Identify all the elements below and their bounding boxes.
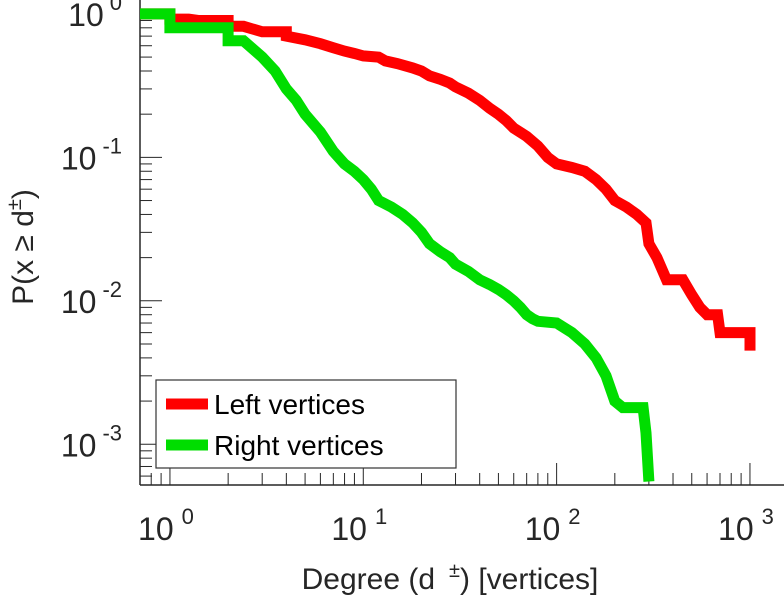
y-tick-base: 10 [61, 427, 97, 463]
x-tick-exp: 0 [182, 504, 194, 529]
legend-label: Right vertices [214, 430, 384, 461]
plot-frame [139, 0, 784, 486]
y-axis-label-rest: ) [7, 189, 40, 199]
series-group [140, 8, 756, 482]
legend-label: Left vertices [214, 389, 365, 420]
y-tick-exp: -3 [102, 420, 122, 445]
legend: Left vertices Right vertices [155, 379, 457, 469]
x-tick-exp: 3 [762, 504, 774, 529]
y-tick-base: 10 [61, 284, 97, 320]
x-tick-label: 10 2 [525, 504, 581, 547]
x-tick-base: 10 [138, 511, 174, 547]
x-tick-label: 10 1 [331, 504, 387, 547]
x-tick-base: 10 [525, 511, 561, 547]
y-tick-exp: -2 [102, 277, 122, 302]
x-tick-base: 10 [718, 511, 754, 547]
y-tick-label: 10 0 [68, 0, 122, 33]
y-tick-exp: -1 [102, 133, 122, 158]
legend-box [155, 379, 457, 469]
y-axis-label-sup: ± [4, 199, 26, 210]
y-tick-base: 10 [68, 0, 104, 33]
x-tick-exp: 2 [568, 504, 580, 529]
x-axis-label: Degree (d ±) [vertices] [302, 560, 599, 596]
series-line-2 [140, 8, 655, 482]
y-axis-label: P(x ≥ d±) [4, 189, 40, 305]
y-tick-base: 10 [61, 140, 97, 176]
y-tick-exp: 0 [110, 0, 122, 15]
y-tick-label: 10 -3 [61, 420, 122, 463]
x-tick-exp: 1 [375, 504, 387, 529]
x-axis-label-sup: ± [449, 560, 460, 582]
series-line-1 [140, 8, 756, 351]
y-axis-label-main: P(x ≥ d [7, 210, 40, 305]
x-tick-labels: 10 0 10 1 10 2 10 3 [138, 504, 774, 547]
y-tick-label: 10 -1 [61, 133, 122, 176]
x-tick-label: 10 3 [718, 504, 774, 547]
x-tick-label: 10 0 [138, 504, 194, 547]
x-tick-base: 10 [331, 511, 367, 547]
x-axis-label-main: Degree (d [302, 563, 435, 596]
y-tick-label: 10 -2 [61, 277, 122, 320]
x-axis-label-rest: ) [vertices] [460, 563, 598, 596]
